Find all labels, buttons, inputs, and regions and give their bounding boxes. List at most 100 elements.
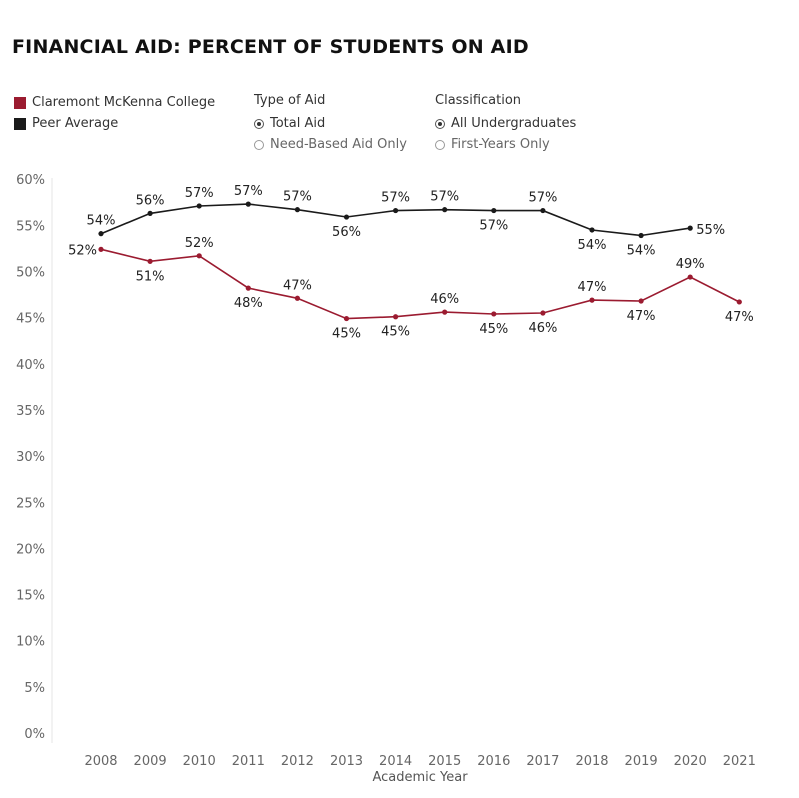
data-point[interactable] bbox=[491, 311, 497, 317]
data-label: 46% bbox=[528, 321, 557, 336]
data-point[interactable] bbox=[589, 297, 595, 303]
data-label: 47% bbox=[283, 278, 312, 293]
data-label: 57% bbox=[528, 191, 557, 206]
classification-filter: Classification All Undergraduates First-… bbox=[435, 92, 576, 155]
x-tick-label: 2013 bbox=[330, 754, 363, 769]
data-label: 45% bbox=[479, 322, 508, 337]
chart-axes: 0% 5% 10% 15% 20% 25% 30% 35% 40% 45% 50% 55% 60% 200… bbox=[16, 173, 756, 769]
radio-unselected-icon bbox=[254, 139, 264, 150]
data-label: 45% bbox=[332, 327, 361, 342]
x-axis-title: Academic Year bbox=[372, 770, 468, 785]
y-tick-label: 20% bbox=[16, 542, 45, 557]
y-tick-label: 60% bbox=[16, 173, 45, 188]
chart-legend: Claremont McKenna College Peer Average bbox=[14, 92, 215, 134]
data-point[interactable] bbox=[294, 207, 300, 213]
radio-first-years-label: First-Years Only bbox=[451, 137, 550, 152]
data-point[interactable] bbox=[687, 274, 693, 280]
data-point[interactable] bbox=[245, 201, 251, 207]
series-line-1 bbox=[100, 248, 740, 320]
x-tick-label: 2011 bbox=[232, 754, 265, 769]
radio-all-undergraduates-label: All Undergraduates bbox=[451, 116, 577, 131]
data-point[interactable] bbox=[393, 207, 399, 214]
page-title: FINANCIAL AID: PERCENT OF STUDENTS ON AI… bbox=[12, 36, 529, 58]
radio-total-aid-label: Total Aid bbox=[270, 116, 326, 131]
data-label: 57% bbox=[185, 186, 214, 201]
radio-first-years[interactable]: First-Years Only bbox=[435, 134, 576, 155]
data-label: 51% bbox=[136, 269, 165, 284]
y-tick-label: 30% bbox=[16, 450, 45, 465]
radio-all-undergraduates[interactable]: All Undergraduates bbox=[435, 113, 576, 134]
data-label: 47% bbox=[725, 310, 754, 325]
data-point[interactable] bbox=[540, 207, 546, 214]
legend-label-cmc: Claremont McKenna College bbox=[32, 95, 216, 110]
data-label: 45% bbox=[381, 325, 410, 340]
data-label: 46% bbox=[430, 292, 459, 307]
data-point[interactable] bbox=[442, 309, 448, 315]
radio-need-based[interactable]: Need-Based Aid Only bbox=[254, 134, 407, 155]
data-label: 54% bbox=[627, 244, 656, 259]
data-label: 56% bbox=[332, 225, 361, 240]
data-point[interactable] bbox=[491, 207, 497, 214]
legend-swatch-cmc bbox=[14, 96, 26, 109]
y-tick-label: 55% bbox=[16, 219, 45, 234]
data-point[interactable] bbox=[343, 315, 350, 322]
data-point[interactable] bbox=[147, 210, 153, 216]
legend-swatch-peer bbox=[14, 117, 26, 130]
legend-label-peer: Peer Average bbox=[32, 116, 119, 131]
data-point[interactable] bbox=[638, 232, 644, 239]
y-tick-label: 35% bbox=[16, 404, 45, 419]
classification-title: Classification bbox=[435, 93, 522, 108]
x-tick-label: 2009 bbox=[134, 754, 167, 769]
data-label: 47% bbox=[627, 309, 656, 324]
y-tick-label: 10% bbox=[16, 635, 45, 650]
x-tick-label: 2021 bbox=[723, 754, 756, 769]
data-label: 54% bbox=[578, 238, 607, 253]
data-label: 48% bbox=[234, 296, 263, 311]
data-label: 57% bbox=[479, 219, 508, 234]
data-point[interactable] bbox=[245, 285, 251, 291]
chart-series bbox=[98, 201, 742, 322]
y-tick-label: 15% bbox=[16, 589, 45, 604]
type-of-aid-filter: Type of Aid Total Aid Need-Based Aid Onl… bbox=[254, 92, 407, 155]
x-tick-label: 2010 bbox=[183, 754, 216, 769]
radio-need-based-label: Need-Based Aid Only bbox=[270, 137, 407, 152]
y-tick-label: 25% bbox=[16, 496, 45, 511]
data-point[interactable] bbox=[589, 227, 595, 233]
x-tick-label: 2016 bbox=[477, 754, 510, 769]
legend-item-peer[interactable]: Peer Average bbox=[14, 113, 215, 134]
radio-total-aid[interactable]: Total Aid bbox=[254, 113, 407, 134]
y-tick-label: 5% bbox=[24, 681, 45, 696]
y-tick-label: 45% bbox=[16, 312, 45, 327]
type-of-aid-title: Type of Aid bbox=[254, 93, 326, 108]
y-tick-label: 0% bbox=[24, 727, 45, 742]
data-point[interactable] bbox=[442, 207, 448, 213]
data-point[interactable] bbox=[540, 310, 546, 316]
data-label: 56% bbox=[136, 193, 165, 208]
y-tick-label: 50% bbox=[16, 266, 45, 281]
legend-item-cmc[interactable]: Claremont McKenna College bbox=[14, 92, 215, 113]
data-point[interactable] bbox=[687, 225, 693, 231]
data-point[interactable] bbox=[736, 299, 742, 305]
data-label: 57% bbox=[283, 190, 312, 205]
data-point[interactable] bbox=[393, 314, 399, 320]
radio-selected-icon bbox=[435, 118, 445, 129]
data-label: 57% bbox=[234, 184, 263, 199]
data-point[interactable] bbox=[147, 258, 153, 264]
data-point[interactable] bbox=[294, 295, 300, 301]
data-point[interactable] bbox=[98, 246, 104, 252]
x-tick-label: 2019 bbox=[625, 754, 658, 769]
data-point[interactable] bbox=[196, 203, 202, 209]
data-label: 57% bbox=[381, 191, 410, 206]
data-point[interactable] bbox=[638, 298, 644, 304]
x-tick-label: 2014 bbox=[379, 754, 412, 769]
x-tick-label: 2018 bbox=[575, 754, 608, 769]
data-point[interactable] bbox=[98, 231, 104, 237]
data-point[interactable] bbox=[343, 214, 350, 220]
chart-data-labels: 54% 56% 57% 57% 57% 56% 57% 57% 57% 57% 54% 54% 55% 5… bbox=[68, 184, 754, 341]
data-point[interactable] bbox=[196, 253, 202, 259]
x-tick-label: 2017 bbox=[526, 754, 559, 769]
x-tick-label: 2012 bbox=[281, 754, 314, 769]
x-tick-label: 2008 bbox=[84, 754, 117, 769]
data-label: 52% bbox=[68, 243, 97, 258]
